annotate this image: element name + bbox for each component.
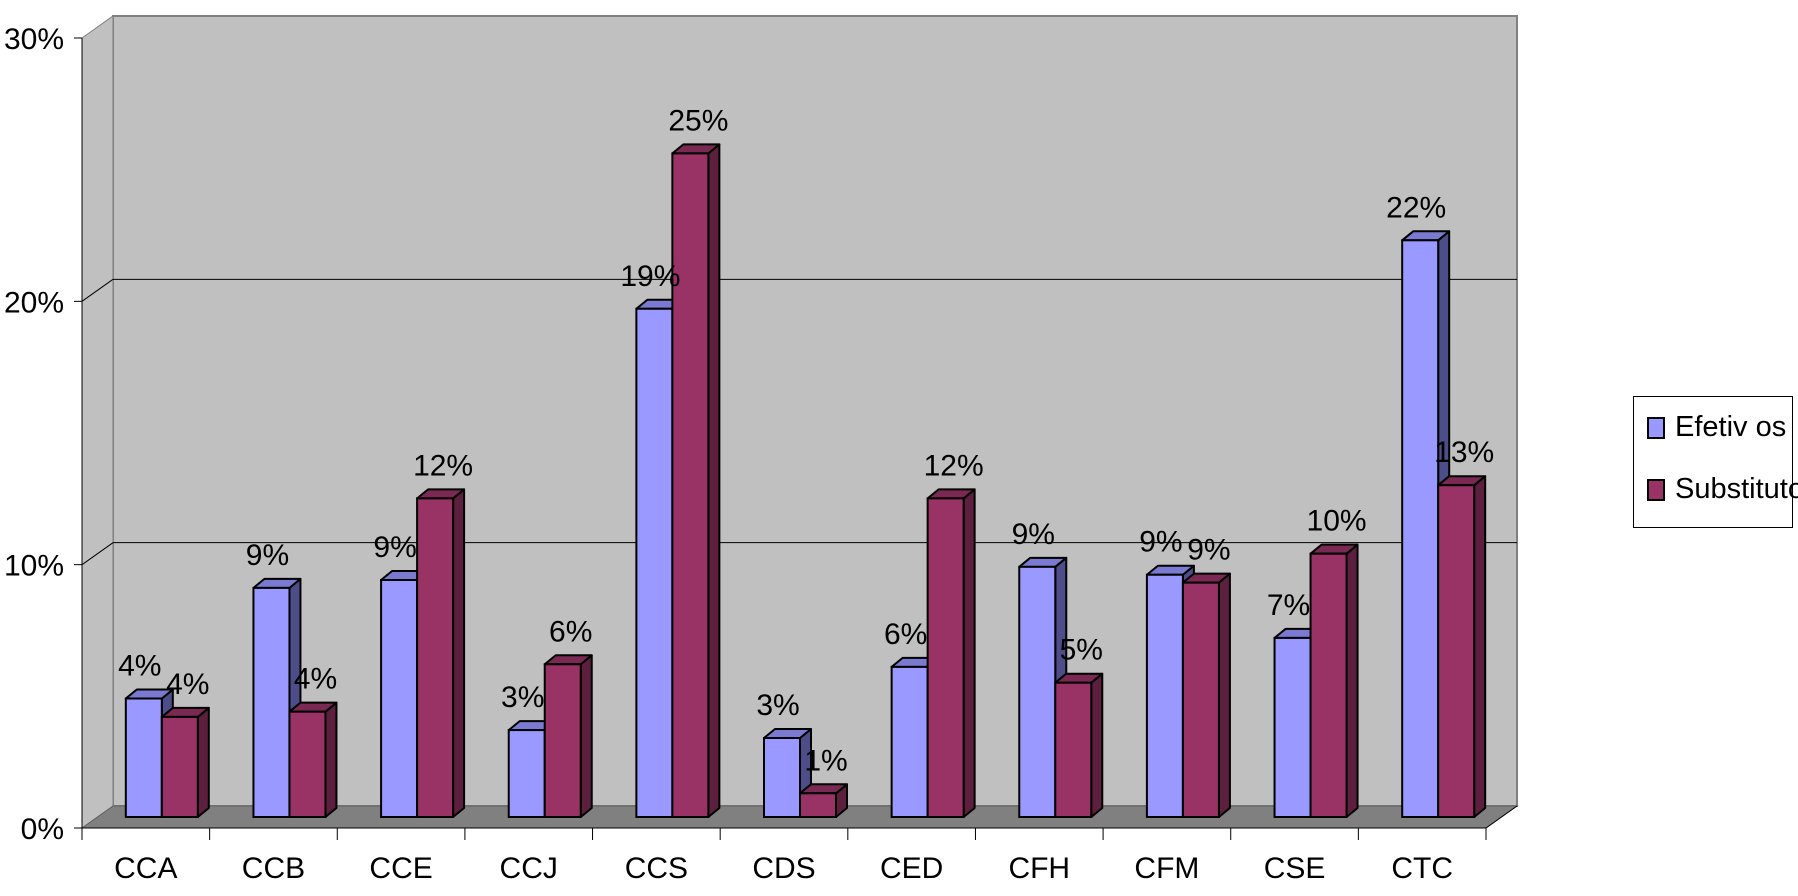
x-tick-label: CCJ [500, 852, 558, 885]
bars [124, 143, 1487, 819]
data-label: 13% [1434, 436, 1494, 469]
bar [416, 497, 455, 818]
bar [543, 663, 582, 818]
data-label: 25% [668, 104, 728, 137]
data-label: 4% [118, 650, 161, 683]
data-label: 5% [1060, 634, 1103, 667]
y-tick-label: 10% [4, 550, 64, 583]
data-label: 3% [501, 681, 544, 714]
bar [507, 729, 546, 818]
y-tick-label: 20% [4, 286, 64, 319]
data-label: 4% [166, 668, 209, 701]
data-labels: 4%4%9%4%9%12%3%6%19%25%3%1%6%12%9%5%9% 9%… [118, 104, 1494, 777]
bar [763, 737, 801, 818]
data-label: 6% [549, 615, 592, 648]
legend-swatch-substitutos [1647, 478, 1665, 501]
legend-swatch-efetivos [1647, 416, 1665, 439]
data-label: 3% [756, 689, 799, 722]
x-tick-label: CFH [1008, 852, 1070, 885]
bar [1437, 484, 1476, 818]
bar [890, 665, 929, 819]
x-tick-label: CCS [625, 852, 688, 885]
data-label: 6% [884, 618, 927, 651]
x-tick-label: CED [880, 852, 943, 885]
data-label: 9% [246, 539, 289, 572]
axes: 0% 10% 20% 30% CCA CCB CCE CCJ CCS CDS CED CFH CFM CS… [4, 23, 1518, 885]
data-label: 10% [1307, 505, 1367, 538]
bar-side [579, 654, 593, 818]
bar-side [1345, 543, 1359, 818]
x-tick-label: CDS [752, 852, 815, 885]
data-label: 9% [373, 531, 416, 564]
bar-side [1473, 475, 1487, 818]
data-label: 1% [804, 744, 847, 777]
data-label: 9% [1187, 534, 1230, 567]
bar [288, 710, 327, 819]
x-tick-label: CTC [1391, 852, 1453, 885]
data-label: 12% [413, 449, 473, 482]
bar-side [962, 488, 976, 818]
y-tick-label: 0% [21, 813, 64, 846]
data-label: 12% [924, 449, 984, 482]
data-label: 9% [1139, 526, 1182, 559]
x-tick-label: CCA [114, 852, 177, 885]
bar [1273, 636, 1312, 819]
bar [799, 792, 837, 818]
x-tick-label: CFM [1134, 852, 1199, 885]
legend: Efetiv os Substitutos [1633, 396, 1798, 528]
data-label: 4% [294, 663, 337, 696]
legend-label-substitutos: Substitutos [1675, 473, 1798, 505]
legend-item-efetivos: Efetiv os [1647, 411, 1786, 444]
data-label: 19% [620, 260, 680, 293]
x-axis-depth-line [1485, 805, 1518, 829]
side-wall [81, 15, 114, 829]
bar-side [196, 706, 210, 818]
bar [1309, 552, 1348, 819]
bar [671, 152, 710, 818]
bar-side [707, 143, 721, 818]
legend-label-efetivos: Efetiv os [1675, 411, 1787, 443]
gridline-diagonal [81, 278, 114, 302]
data-label: 9% [1012, 518, 1055, 551]
bar [926, 497, 965, 818]
bar [380, 579, 419, 818]
data-label: 22% [1386, 191, 1446, 224]
x-tick-label: CCE [369, 852, 432, 885]
y-tick-label: 30% [4, 23, 64, 56]
bar-side [324, 701, 338, 818]
bar [1145, 573, 1184, 818]
bar [1181, 581, 1220, 819]
gridline-diagonal [81, 542, 114, 566]
bar [635, 307, 674, 818]
bar [124, 697, 163, 818]
gridlines [81, 278, 1517, 566]
bar [252, 586, 291, 819]
bar-side [1090, 672, 1104, 818]
bar [160, 715, 199, 819]
legend-item-substitutos: Substitutos [1647, 473, 1798, 506]
bar [1054, 681, 1093, 819]
bar-side [1217, 572, 1231, 818]
bar [1401, 239, 1440, 819]
x-tick-label: CSE [1264, 852, 1326, 885]
data-label: 7% [1267, 589, 1310, 622]
bar [1018, 565, 1057, 818]
x-tick-label: CCB [242, 852, 305, 885]
bar-side [452, 488, 466, 818]
